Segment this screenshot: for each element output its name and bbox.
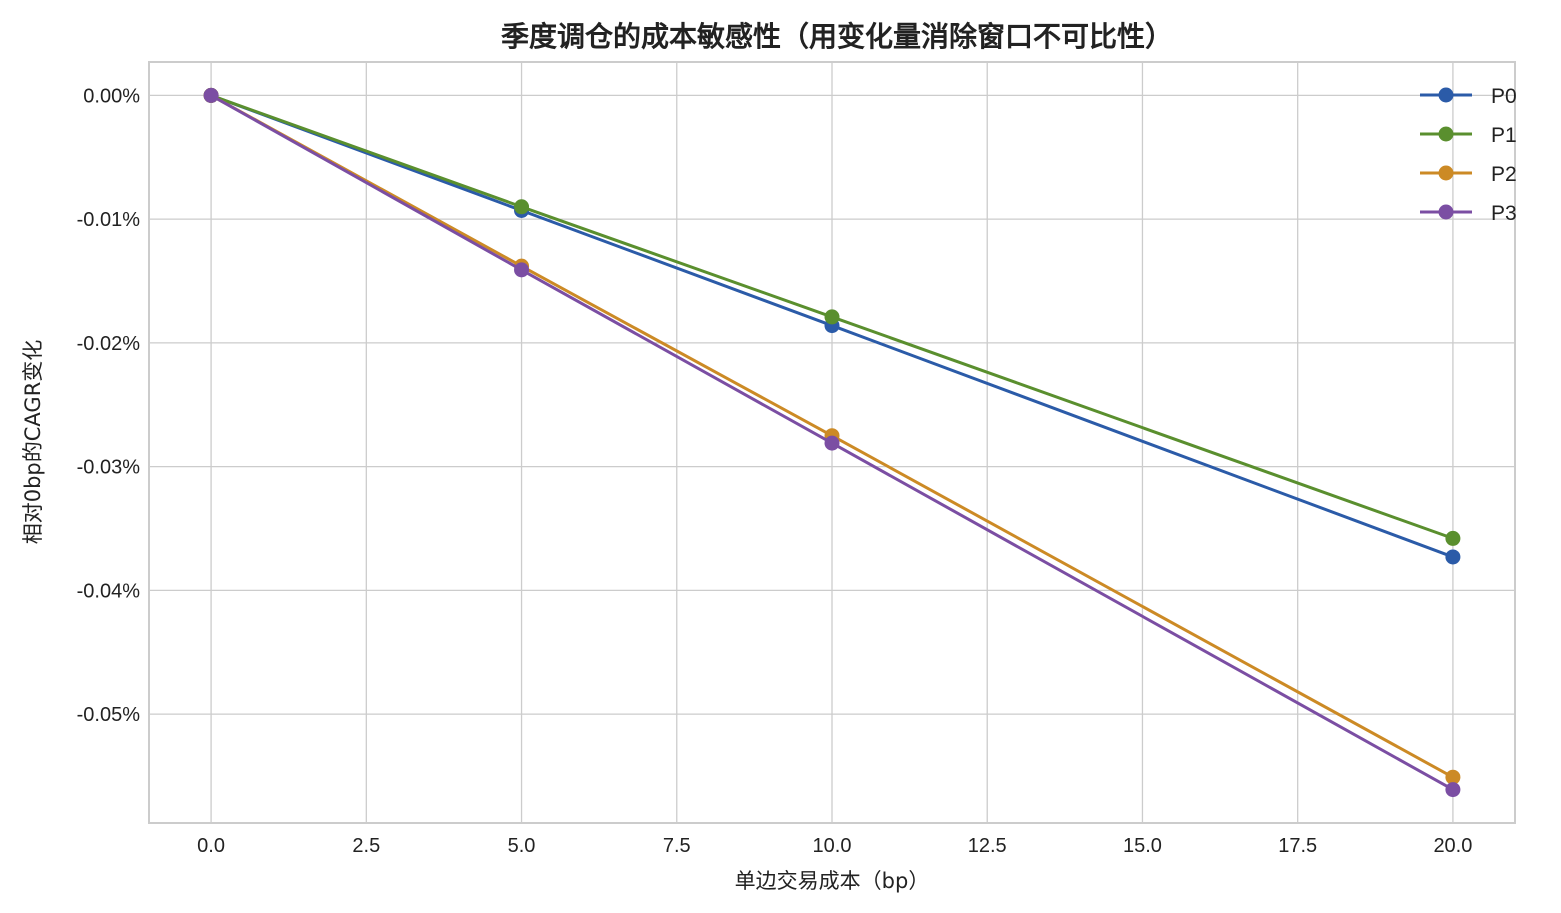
x-axis-label: 单边交易成本（bp） (735, 869, 930, 893)
x-tick-label: 17.5 (1278, 835, 1317, 857)
series-line-p3 (210, 94, 1454, 791)
data-point-p3 (203, 87, 219, 103)
legend: P0 P1 P2 P3 (1420, 85, 1517, 225)
legend-label: P3 (1491, 202, 1517, 225)
legend-item-p0: P0 (1420, 85, 1517, 108)
legend-label: P0 (1491, 85, 1517, 108)
x-tick-label: 5.0 (508, 835, 536, 857)
legend-marker (1438, 204, 1454, 220)
chart-title: 季度调仓的成本敏感性（用变化量消除窗口不可比性） (501, 20, 1173, 53)
x-tick-label: 0.0 (197, 835, 225, 857)
series-line-p1 (210, 93, 1454, 540)
legend-item-p3: P3 (1420, 202, 1517, 225)
x-tick-label: 15.0 (1123, 835, 1162, 857)
x-axis-ticks: 0.0 2.5 5.0 7.5 10.0 12.5 15.0 17.5 20.0 (197, 835, 1472, 857)
y-tick-label: -0.03% (77, 457, 141, 479)
y-axis-label: 相对0bp的CAGR变化 (21, 340, 45, 545)
legend-marker (1438, 126, 1454, 142)
legend-label: P2 (1491, 163, 1517, 186)
series-p3 (203, 87, 1461, 798)
legend-marker (1438, 165, 1454, 181)
x-tick-label: 7.5 (663, 835, 691, 857)
y-axis-ticks: 0.00% -0.01% -0.02% -0.03% -0.04% -0.05% (77, 85, 141, 726)
data-point-p3 (1445, 782, 1461, 798)
data-point-p2 (1445, 769, 1461, 785)
x-tick-label: 20.0 (1433, 835, 1472, 857)
x-tick-label: 10.0 (813, 835, 852, 857)
data-point-p0 (1445, 549, 1461, 565)
x-tick-label: 2.5 (352, 835, 380, 857)
legend-marker (1438, 87, 1454, 103)
legend-label: P1 (1491, 124, 1517, 147)
y-tick-label: 0.00% (83, 85, 140, 107)
data-point-p3 (514, 262, 530, 278)
y-tick-label: -0.04% (77, 580, 141, 602)
y-tick-label: -0.02% (77, 333, 141, 355)
legend-item-p2: P2 (1420, 163, 1517, 186)
series-line-p2 (210, 94, 1454, 779)
data-point-p1 (514, 199, 530, 215)
grid-lines (149, 62, 1515, 823)
series-line-p0 (210, 94, 1454, 559)
data-point-p3 (824, 435, 840, 451)
series-lines (203, 87, 1461, 798)
x-tick-label: 12.5 (968, 835, 1007, 857)
data-point-p1 (824, 309, 840, 325)
legend-item-p1: P1 (1420, 124, 1517, 147)
y-tick-label: -0.05% (77, 704, 141, 726)
y-tick-label: -0.01% (77, 209, 141, 231)
data-point-p1 (1445, 530, 1461, 546)
plot-frame (148, 61, 1516, 824)
